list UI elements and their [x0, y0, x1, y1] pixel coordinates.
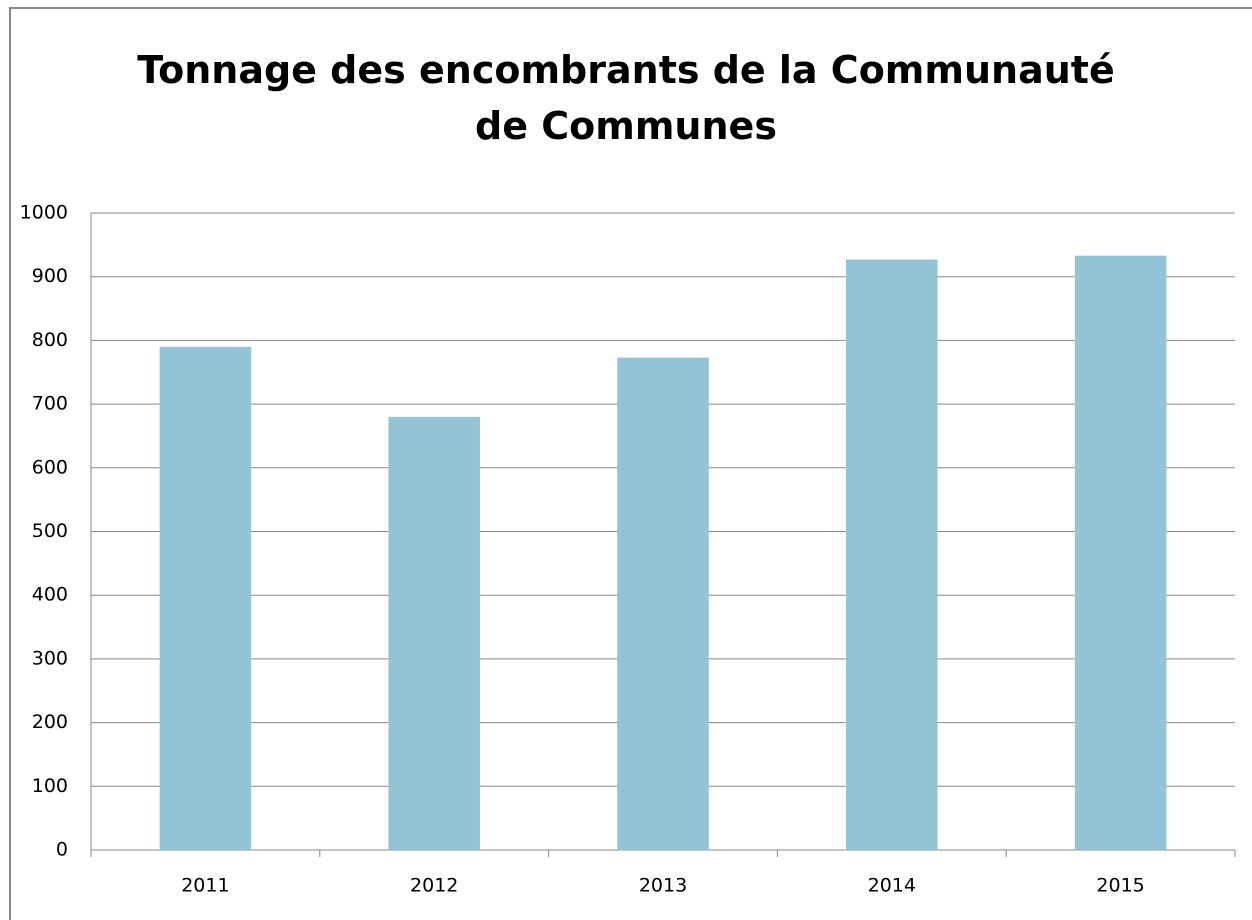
- y-tick-label: 1000: [20, 202, 68, 224]
- x-tick-label: 2011: [181, 875, 229, 897]
- y-tick-label: 0: [56, 839, 68, 861]
- bar: [388, 416, 480, 850]
- bar: [617, 357, 709, 850]
- bar: [159, 346, 252, 850]
- x-tick-label: 2014: [868, 875, 916, 897]
- y-tick-label: 300: [32, 647, 68, 669]
- bar: [846, 259, 938, 851]
- x-tick-label: 2015: [1096, 875, 1144, 897]
- chart-frame: [9, 7, 1252, 920]
- y-tick-label: 700: [32, 393, 68, 415]
- chart-title: Tonnage des encombrants de la Communauté…: [137, 48, 1115, 148]
- y-tick-label: 600: [32, 456, 68, 478]
- y-tick-label: 100: [32, 775, 68, 797]
- bar: [1074, 255, 1167, 850]
- y-tick-label: 900: [32, 265, 68, 287]
- y-tick-label: 200: [32, 711, 68, 733]
- y-tick-label: 500: [32, 520, 68, 542]
- y-tick-label: 400: [32, 584, 68, 606]
- x-tick-label: 2012: [410, 875, 458, 897]
- y-tick-label: 800: [32, 329, 68, 351]
- x-tick-label: 2013: [639, 875, 687, 897]
